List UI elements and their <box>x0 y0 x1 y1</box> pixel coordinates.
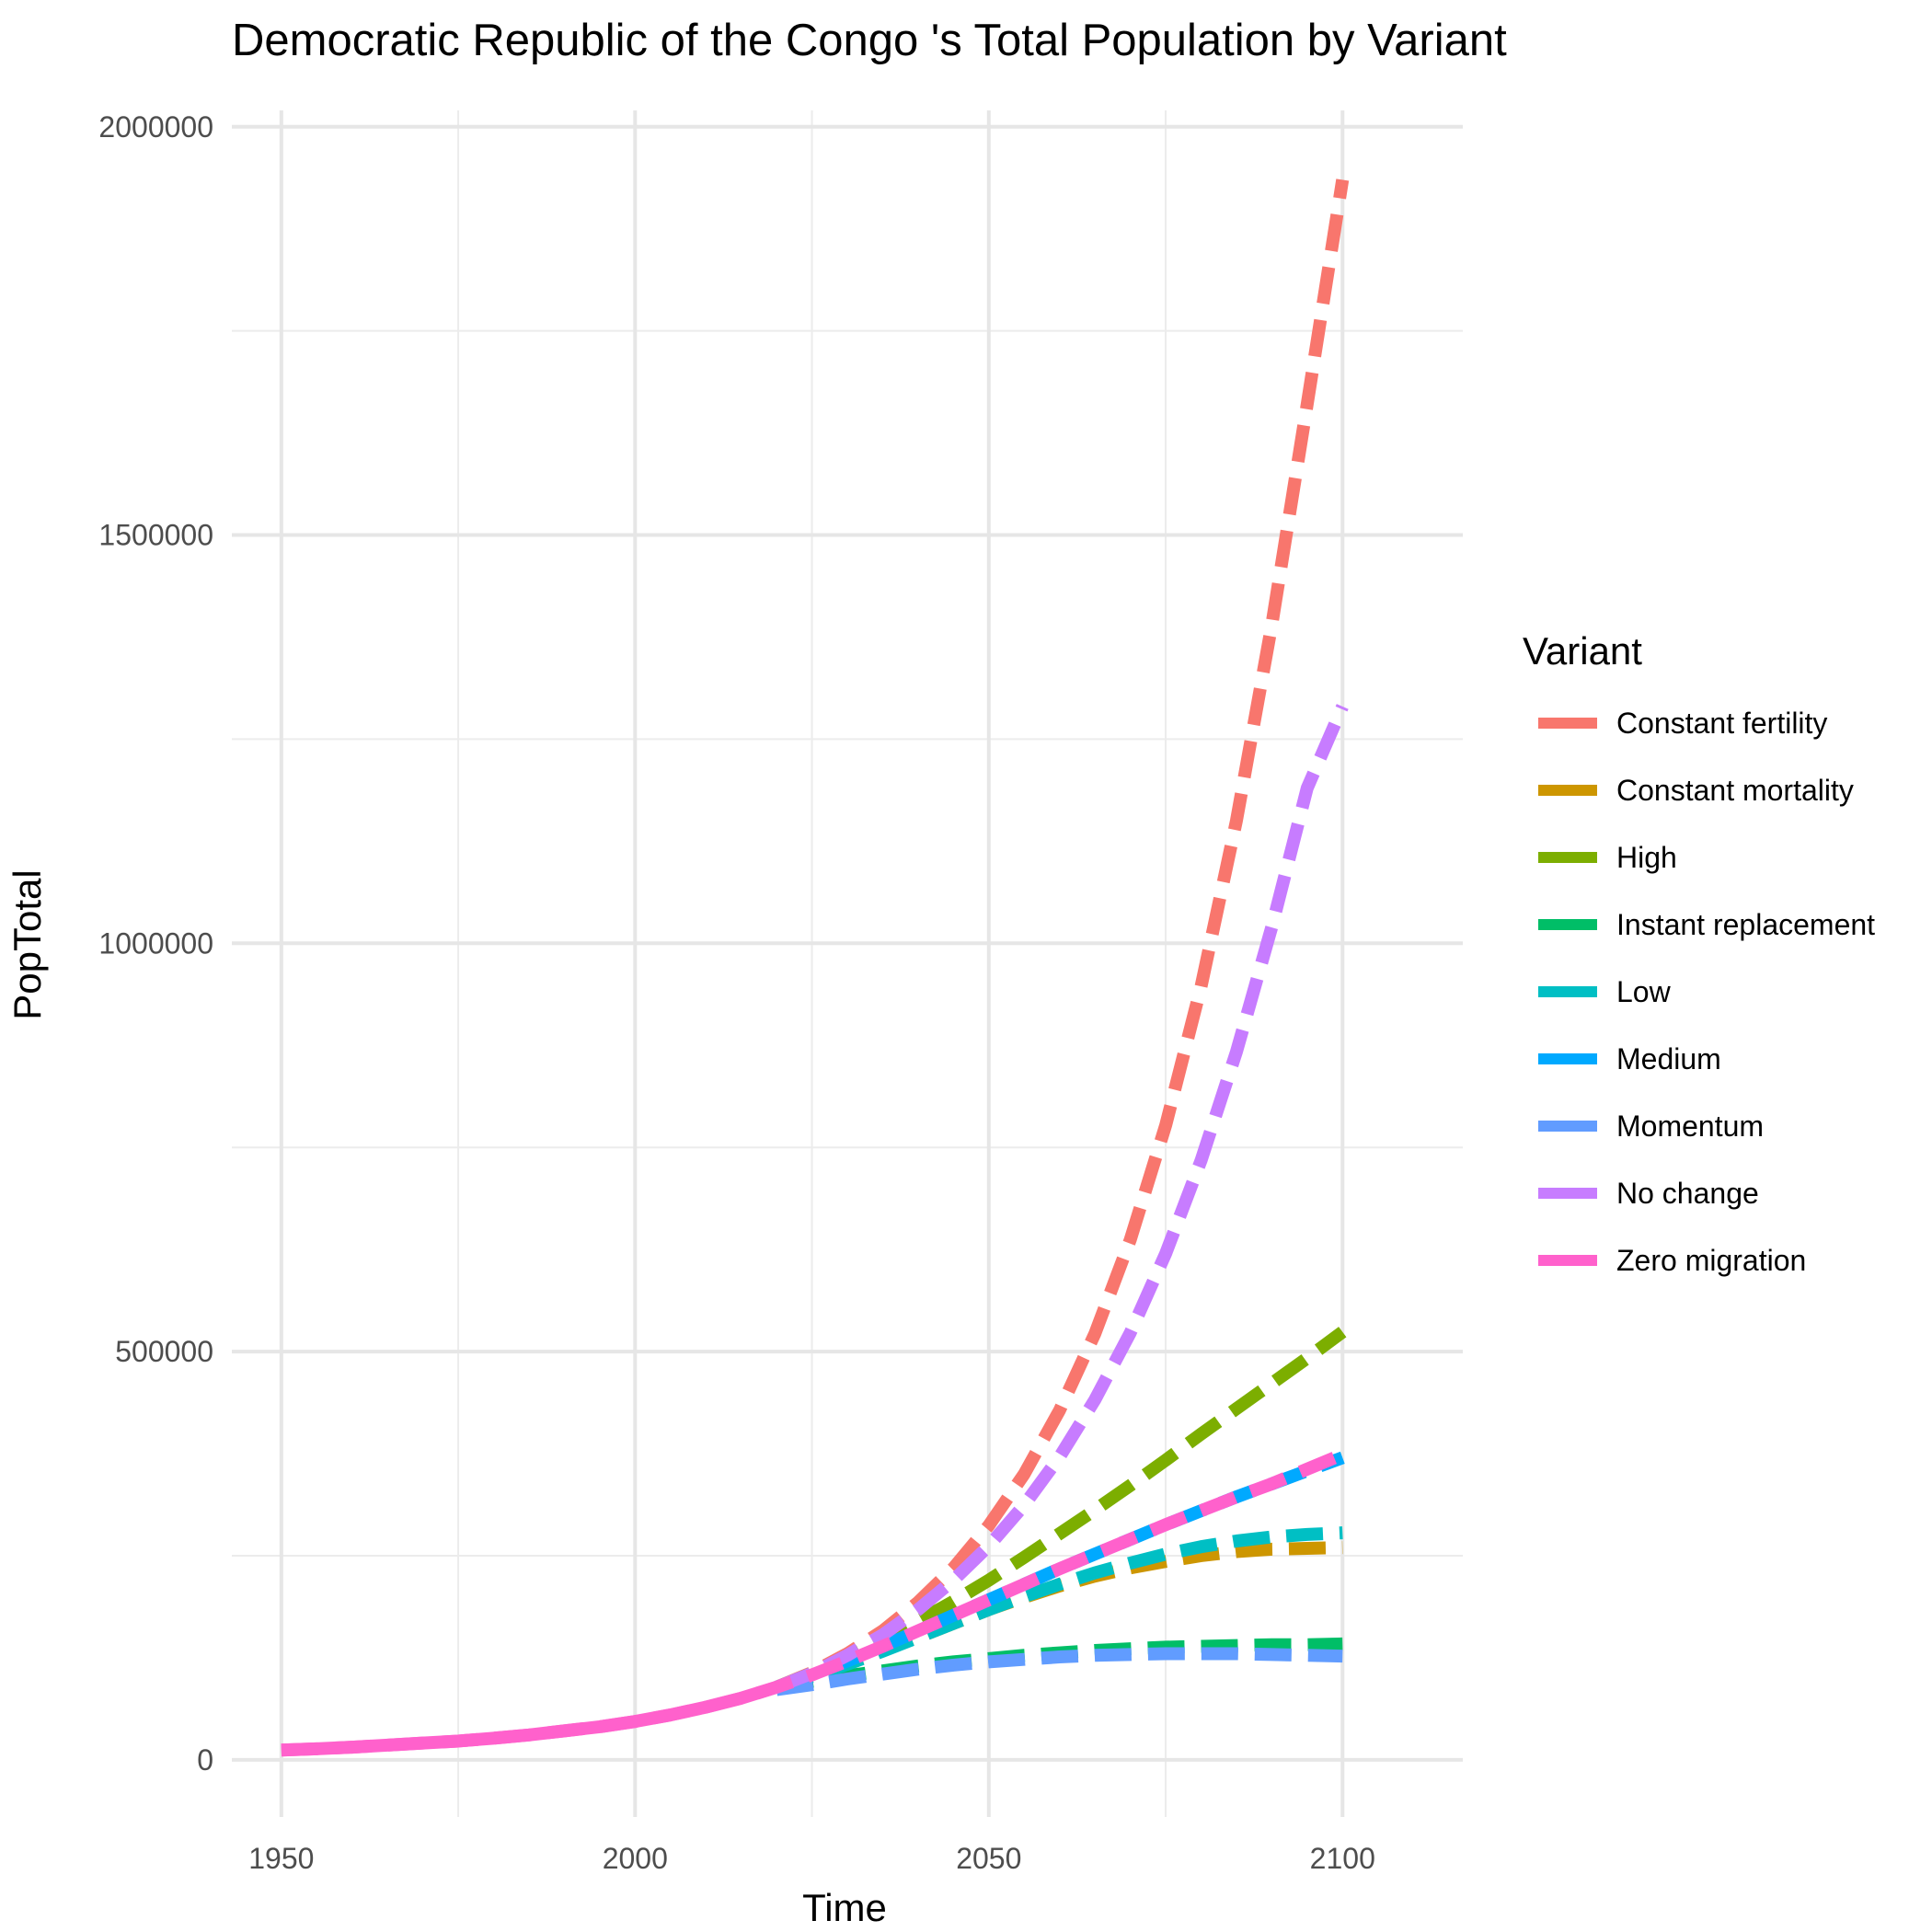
x-tick-label: 1950 <box>248 1842 314 1875</box>
series-line-medium <box>774 1451 1345 1694</box>
y-tick-label: 1000000 <box>98 926 213 960</box>
legend-label-instant-replacement: Instant replacement <box>1616 908 1875 941</box>
legend-items: Constant fertility Constant mortality High… <box>1538 707 1875 1277</box>
y-axis-title: PopTotal <box>6 869 49 1019</box>
x-tick-label: 2000 <box>603 1842 668 1875</box>
x-axis-ticks: 1950 2000 2050 2100 <box>248 1842 1375 1875</box>
series-line-momentum <box>776 1647 1343 1696</box>
grid <box>232 110 1463 1817</box>
series-lines <box>281 178 1350 1757</box>
x-axis-title: Time <box>802 1886 887 1929</box>
legend-label-low: Low <box>1616 975 1672 1008</box>
y-tick-label: 500000 <box>115 1335 213 1368</box>
y-tick-label: 0 <box>197 1743 213 1777</box>
legend-title: Variant <box>1523 629 1642 673</box>
legend-label-constant-fertility: Constant fertility <box>1616 707 1827 740</box>
legend-label-no-change: No change <box>1616 1177 1759 1210</box>
legend-label-high: High <box>1616 841 1677 874</box>
legend-label-momentum: Momentum <box>1616 1110 1764 1143</box>
legend: Variant Constant fertility Constant morta… <box>1523 629 1875 1277</box>
series-line-no-change <box>774 704 1349 1694</box>
series-line-history <box>281 1681 779 1757</box>
legend-label-zero-migration: Zero migration <box>1616 1244 1806 1277</box>
x-tick-label: 2100 <box>1310 1842 1375 1875</box>
series-line-low <box>775 1526 1343 1694</box>
legend-label-constant-mortality: Constant mortality <box>1616 774 1854 807</box>
y-tick-label: 1500000 <box>98 519 213 552</box>
y-tick-label: 2000000 <box>98 110 213 144</box>
x-tick-label: 2050 <box>956 1842 1021 1875</box>
chart-title: Democratic Republic of the Congo 's Tota… <box>232 16 1507 65</box>
y-axis-ticks: 0 500000 1000000 1500000 2000000 <box>98 110 213 1777</box>
series-line-constant-fertility <box>774 178 1350 1694</box>
plot-area <box>232 110 1463 1817</box>
legend-label-medium: Medium <box>1616 1042 1721 1075</box>
series-line-high <box>774 1327 1347 1694</box>
